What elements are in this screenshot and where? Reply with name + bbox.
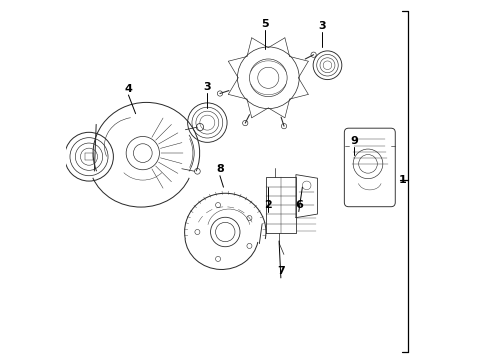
Text: 2: 2 — [265, 200, 272, 210]
Text: 5: 5 — [261, 19, 269, 29]
Text: 8: 8 — [216, 164, 224, 174]
Text: 4: 4 — [124, 84, 132, 94]
Text: 3: 3 — [318, 21, 326, 31]
Text: 9: 9 — [350, 136, 358, 145]
Text: 6: 6 — [295, 200, 303, 210]
Text: 3: 3 — [203, 82, 211, 92]
Text: 1: 1 — [399, 175, 407, 185]
Text: 7: 7 — [277, 266, 285, 276]
